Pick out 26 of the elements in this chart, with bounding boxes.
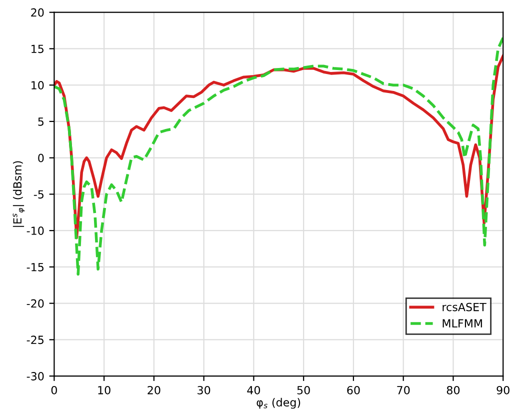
y-tick-label: 10 bbox=[32, 81, 44, 90]
legend-label: rcsASET bbox=[442, 302, 486, 312]
y-tick-label: 0 bbox=[38, 154, 44, 162]
x-axis-title: φ$_{s}$ (deg) bbox=[256, 398, 300, 409]
x-tick-label: 10 bbox=[98, 386, 110, 394]
x-tick-label: 90 bbox=[496, 386, 510, 394]
x-tick-label: 20 bbox=[148, 386, 160, 394]
y-tick-label: -15 bbox=[26, 263, 44, 272]
y-tick-label: 5 bbox=[38, 118, 44, 126]
x-tick-label: 40 bbox=[247, 386, 260, 394]
x-tick-label: 60 bbox=[347, 386, 360, 394]
y-tick-label: -25 bbox=[26, 336, 44, 344]
x-tick-label: 0 bbox=[51, 386, 57, 394]
x-tick-label: 80 bbox=[446, 386, 460, 394]
line-series bbox=[54, 36, 504, 276]
x-tick-label: 70 bbox=[397, 386, 410, 394]
y-axis-title: |E$^{s}$$_{φ}$| (dBsm) bbox=[12, 161, 25, 227]
y-tick-label: 20 bbox=[31, 8, 44, 17]
x-tick-label: 30 bbox=[198, 386, 210, 394]
y-tick-label: -5 bbox=[34, 190, 44, 199]
x-tick-label: 50 bbox=[297, 386, 310, 394]
y-tick-label: -10 bbox=[26, 226, 44, 235]
y-tick-label: -30 bbox=[26, 372, 44, 380]
legend-label: MLFMM bbox=[442, 319, 482, 328]
y-tick-label: 15 bbox=[32, 44, 44, 54]
y-tick-label: -20 bbox=[26, 299, 44, 308]
